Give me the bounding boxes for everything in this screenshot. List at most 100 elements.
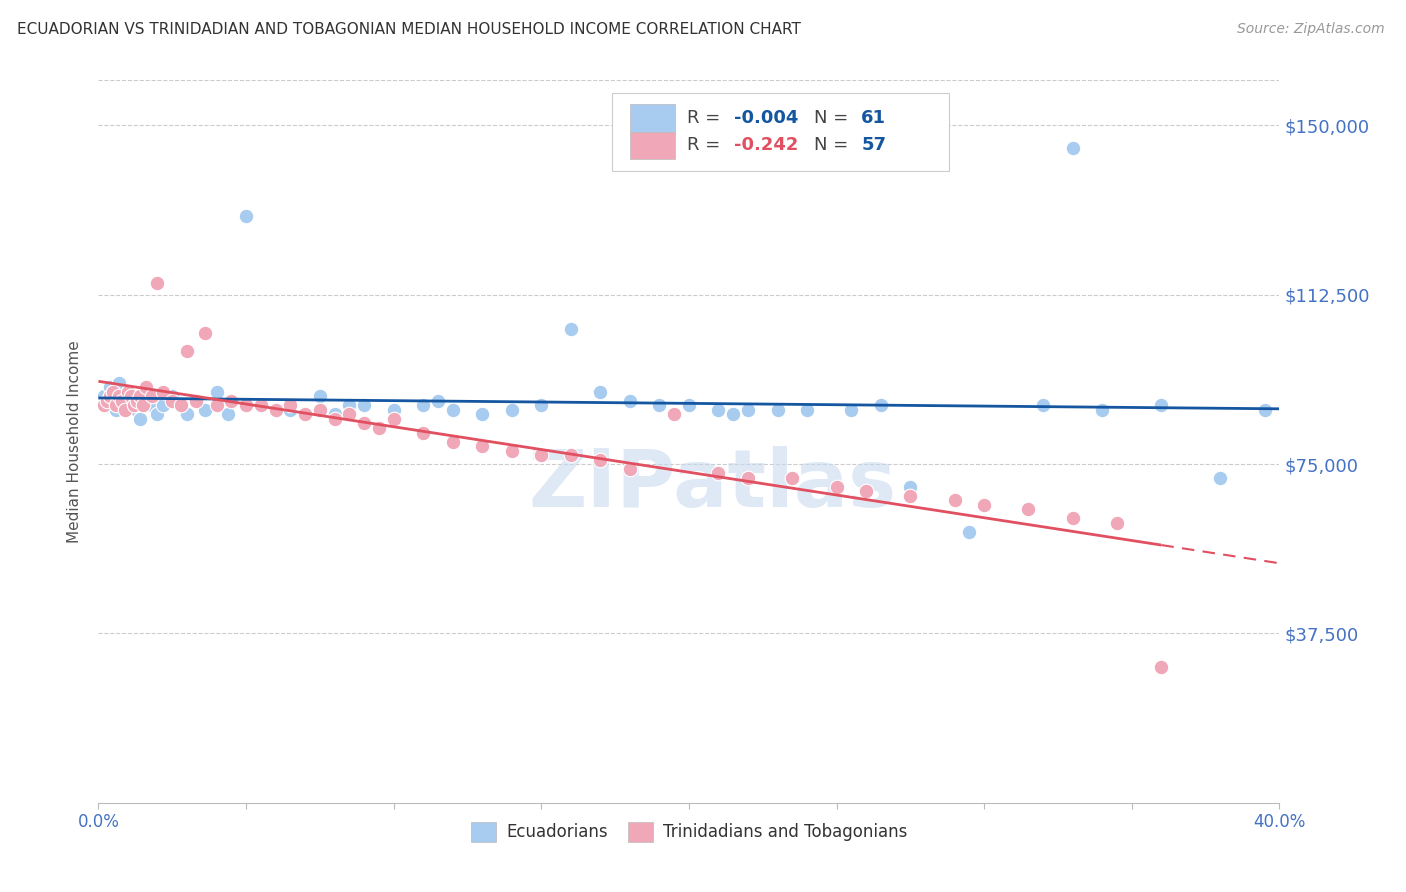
Point	[309, 403, 332, 417]
Point	[1062, 511, 1084, 525]
Point	[560, 448, 582, 462]
Point	[108, 389, 131, 403]
Point	[280, 403, 302, 417]
Point	[943, 493, 966, 508]
Point	[368, 421, 391, 435]
Point	[205, 398, 228, 412]
Point	[128, 412, 150, 426]
Point	[117, 384, 139, 399]
Point	[501, 403, 523, 417]
Point	[132, 393, 155, 408]
FancyBboxPatch shape	[630, 104, 675, 132]
Y-axis label: Median Household Income: Median Household Income	[67, 340, 83, 543]
Point	[855, 484, 877, 499]
Point	[766, 403, 789, 417]
Text: 57: 57	[862, 136, 886, 154]
Point	[619, 393, 641, 408]
Point	[120, 389, 142, 403]
Point	[235, 398, 257, 412]
Point	[141, 389, 163, 403]
Point	[105, 403, 128, 417]
Point	[152, 384, 174, 399]
Text: N =: N =	[814, 109, 853, 127]
Point	[678, 398, 700, 412]
Point	[471, 439, 494, 453]
Point	[707, 466, 730, 480]
Text: N =: N =	[814, 136, 853, 154]
Point	[353, 417, 375, 431]
Point	[471, 408, 494, 422]
Point	[103, 384, 125, 399]
Point	[664, 408, 686, 422]
Point	[501, 443, 523, 458]
Point	[120, 389, 142, 403]
Text: R =: R =	[686, 109, 725, 127]
Point	[294, 408, 316, 422]
Point	[122, 398, 145, 412]
Point	[973, 498, 995, 512]
Point	[841, 403, 863, 417]
Point	[135, 380, 157, 394]
Point	[125, 403, 148, 417]
Point	[125, 393, 148, 408]
Point	[108, 376, 131, 390]
Point	[441, 403, 464, 417]
Point	[122, 398, 145, 412]
Point	[96, 393, 118, 408]
Point	[146, 277, 169, 291]
FancyBboxPatch shape	[612, 93, 949, 170]
FancyBboxPatch shape	[630, 132, 675, 159]
Point	[427, 393, 450, 408]
Point	[176, 408, 198, 422]
Point	[412, 425, 434, 440]
Point	[648, 398, 671, 412]
Point	[96, 398, 118, 412]
Point	[103, 384, 125, 399]
Point	[900, 489, 922, 503]
Point	[117, 384, 139, 399]
Point	[152, 398, 174, 412]
Point	[111, 398, 134, 412]
Point	[339, 408, 361, 422]
Point	[530, 448, 553, 462]
Point	[194, 403, 217, 417]
Point	[235, 209, 257, 223]
Point	[309, 389, 332, 403]
Point	[737, 470, 759, 484]
Text: -0.242: -0.242	[734, 136, 799, 154]
Point	[782, 470, 804, 484]
Point	[205, 384, 228, 399]
Text: Source: ZipAtlas.com: Source: ZipAtlas.com	[1237, 22, 1385, 37]
Point	[114, 403, 136, 417]
Point	[98, 389, 121, 403]
Text: R =: R =	[686, 136, 725, 154]
Point	[900, 480, 922, 494]
Point	[412, 398, 434, 412]
Point	[280, 398, 302, 412]
Point	[589, 384, 612, 399]
Point	[111, 393, 134, 408]
Point	[353, 398, 375, 412]
Point	[1018, 502, 1040, 516]
Point	[184, 393, 207, 408]
Point	[959, 524, 981, 539]
Point	[105, 398, 128, 412]
Point	[217, 408, 239, 422]
Point	[194, 326, 217, 340]
Text: -0.004: -0.004	[734, 109, 799, 127]
Point	[707, 403, 730, 417]
Point	[114, 393, 136, 408]
Point	[250, 398, 273, 412]
Point	[93, 389, 115, 403]
Point	[170, 398, 193, 412]
Point	[1209, 470, 1232, 484]
Legend: Ecuadorians, Trinidadians and Tobagonians: Ecuadorians, Trinidadians and Tobagonian…	[464, 815, 914, 848]
Text: 61: 61	[862, 109, 886, 127]
Point	[382, 412, 405, 426]
Point	[98, 380, 121, 394]
Point	[382, 403, 405, 417]
Point	[128, 389, 150, 403]
Point	[1062, 141, 1084, 155]
Point	[560, 321, 582, 335]
Point	[184, 393, 207, 408]
